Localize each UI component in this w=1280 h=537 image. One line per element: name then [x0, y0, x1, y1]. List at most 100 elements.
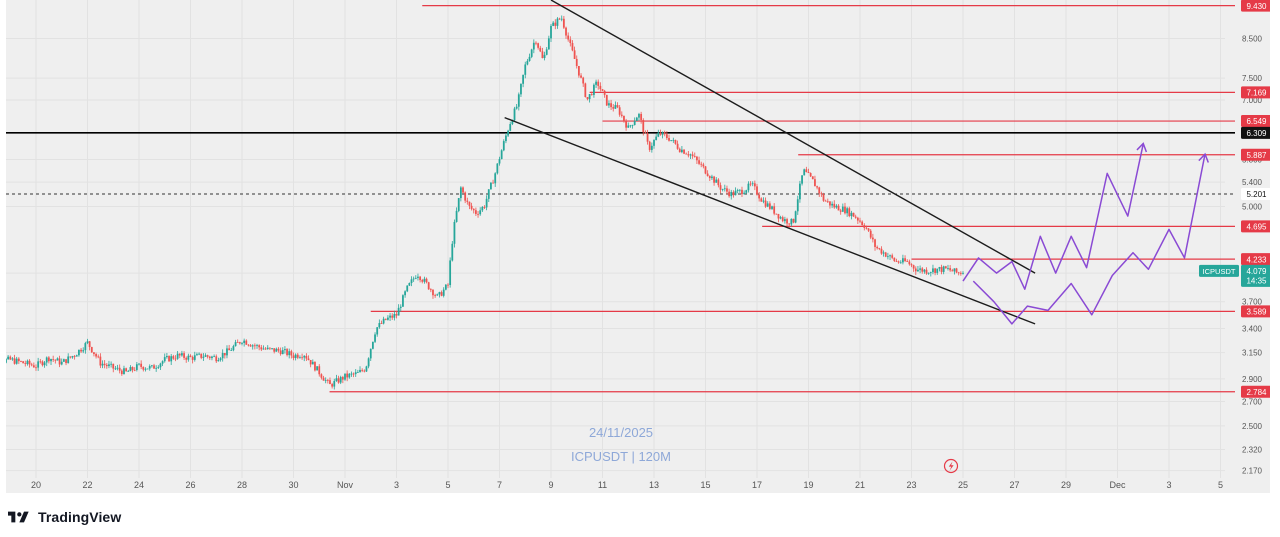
candle-body [447, 284, 449, 286]
candle-body [629, 125, 632, 127]
candle-body [189, 355, 192, 357]
chart-area[interactable]: 20 22 24 26 28 30 Nov 3 5 7 9 11 13 15 17 19 21 23 25 27 29 D… [6, 0, 1270, 493]
candle-body [150, 365, 153, 367]
candle-body [691, 154, 694, 157]
candle-body [288, 351, 291, 356]
candle-body [181, 353, 183, 356]
candle-body [157, 367, 160, 369]
candle-body [837, 205, 840, 211]
candle-body [644, 132, 647, 134]
candle-body [833, 203, 836, 208]
candle-body [700, 163, 703, 165]
candle-body [344, 373, 346, 380]
candle-body [661, 132, 664, 135]
candle-body [395, 314, 398, 316]
candle-body [387, 317, 389, 320]
candle-body [646, 133, 649, 142]
candle-body [753, 183, 756, 187]
candle-body [537, 43, 540, 48]
candle-body [305, 355, 308, 359]
projection-path[interactable] [972, 153, 1206, 325]
watermark-symbol: ICPUSDT | 120M [571, 449, 671, 464]
candle-body [595, 81, 597, 85]
candle-body [39, 361, 42, 363]
candle-body [884, 252, 887, 257]
candle-body [11, 358, 14, 360]
candle-body [69, 356, 72, 358]
x-tick-label: 19 [803, 480, 813, 490]
wedge-lower-line[interactable] [504, 116, 1036, 325]
level-price-tag: 6.309 [1246, 129, 1267, 138]
candle-body [65, 359, 67, 364]
candle-body [921, 268, 924, 272]
candle-body [854, 216, 857, 218]
candle-body [846, 208, 849, 214]
candle-body [831, 203, 834, 206]
candle-body [655, 136, 658, 141]
candle-body [215, 356, 218, 362]
candle-body [427, 282, 430, 290]
candle-body [228, 348, 231, 351]
candle-body [670, 140, 673, 142]
candle-body [902, 258, 904, 263]
candle-body [575, 58, 578, 66]
candle-body [567, 35, 570, 40]
y-tick-label: 5.400 [1242, 178, 1263, 187]
candle-body [663, 132, 666, 135]
candle-body [483, 207, 486, 208]
candle-body [95, 354, 97, 357]
candle-body [135, 364, 138, 370]
lightning-icon[interactable] [943, 458, 959, 474]
candle-body [391, 315, 394, 318]
candle-body [165, 356, 168, 358]
candle-body [788, 223, 791, 225]
candle-body [751, 183, 754, 185]
candle-body [741, 189, 743, 195]
candle-body [706, 173, 709, 177]
candle-body [653, 140, 655, 146]
candle-body [481, 207, 484, 211]
candle-body [80, 349, 82, 352]
candle-body [702, 164, 705, 167]
candle-body [260, 347, 263, 350]
candle-body [721, 189, 724, 190]
candle-body [822, 194, 825, 201]
candle-body [112, 363, 115, 369]
candle-body [108, 364, 110, 367]
candle-body [580, 75, 582, 78]
candle-body [174, 358, 177, 360]
candle-body [865, 227, 868, 229]
candle-body [796, 199, 799, 212]
candle-body [908, 261, 911, 265]
candle-body [172, 356, 175, 359]
candle-body [515, 106, 518, 109]
candle-body [367, 358, 370, 367]
last-price-bg [1241, 264, 1270, 287]
candle-body [382, 318, 385, 324]
candle-body [509, 124, 512, 131]
last-price-symbol[interactable]: ICPUSDT [1203, 267, 1236, 276]
candle-body [676, 143, 679, 149]
level-price-tag-bg [1241, 253, 1270, 266]
projection-path[interactable] [962, 143, 1145, 290]
wedge-upper-line[interactable] [550, 0, 1036, 274]
candle-body [794, 211, 797, 223]
candle-body [354, 372, 357, 375]
x-tick-label: 13 [649, 480, 659, 490]
price-chart[interactable]: 20 22 24 26 28 30 Nov 3 5 7 9 11 13 15 17 19 21 23 25 27 29 D… [6, 0, 1270, 493]
candle-body [565, 27, 567, 36]
candle-body [631, 124, 634, 126]
candle-body [234, 342, 237, 347]
x-tick-label: 21 [855, 480, 865, 490]
candle-body [329, 380, 331, 385]
candle-body [625, 121, 628, 128]
candle-body [256, 345, 258, 346]
candle-body [453, 221, 456, 244]
candle-body [517, 94, 520, 107]
candle-body [715, 179, 718, 183]
candle-body [374, 334, 376, 342]
candle-body [466, 200, 469, 202]
candle-body [861, 221, 864, 226]
candle-body [284, 349, 286, 351]
candle-body [369, 348, 372, 359]
